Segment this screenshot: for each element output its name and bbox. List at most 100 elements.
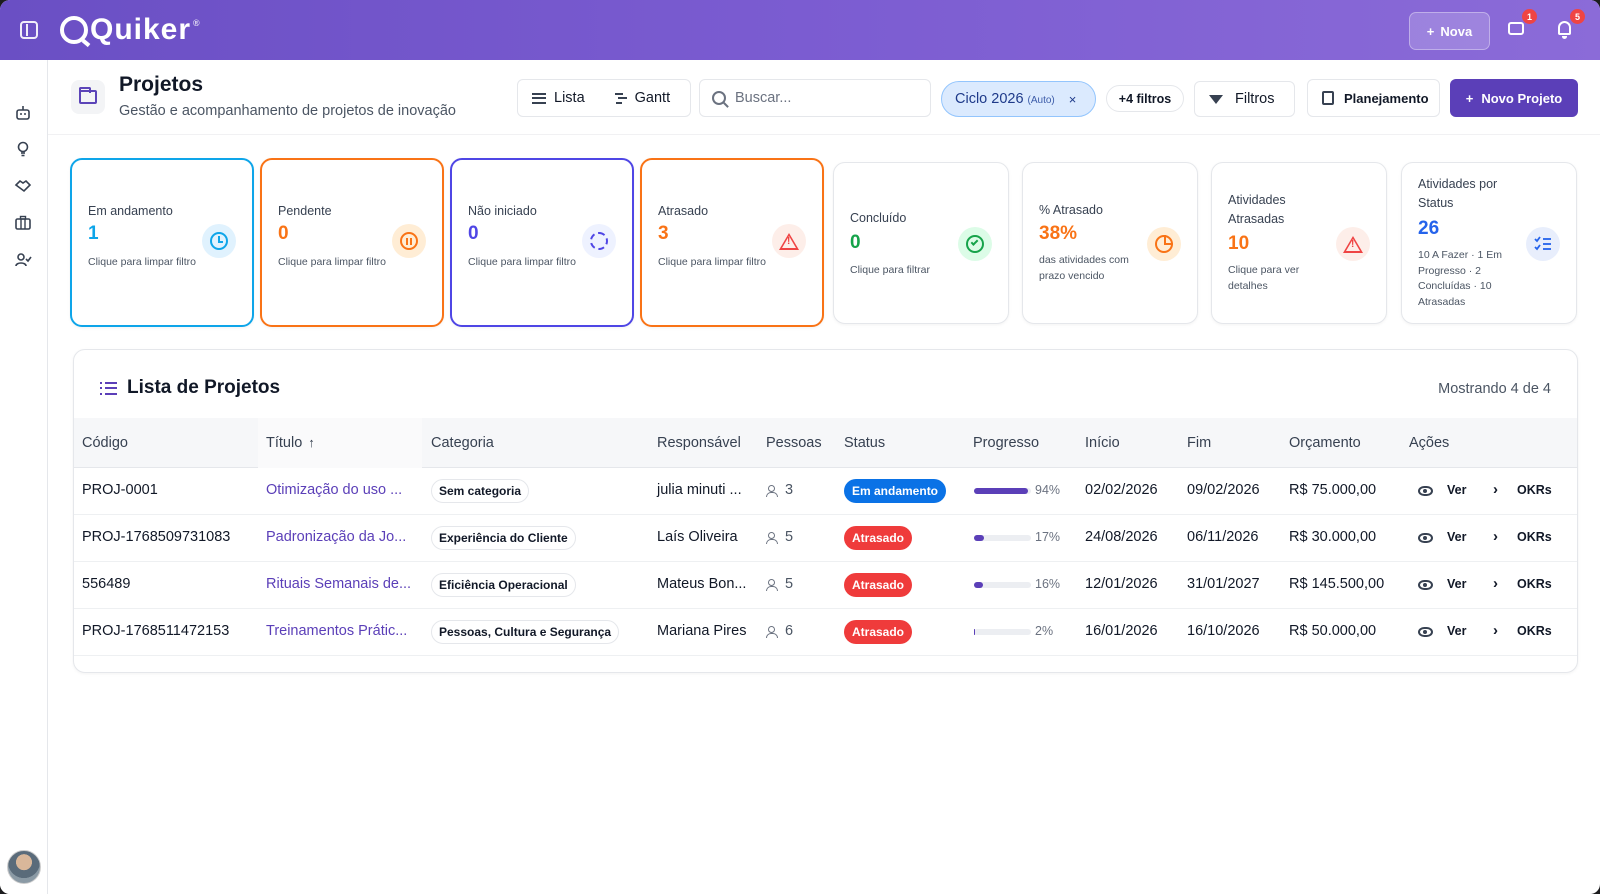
bell-icon[interactable]: 5 — [1553, 9, 1585, 42]
table-row[interactable] — [74, 562, 1577, 609]
cell-people: 5 — [766, 576, 793, 592]
cell-budget: R$ 145.500,00 — [1289, 576, 1385, 592]
table-row[interactable] — [74, 515, 1577, 562]
lightbulb-icon[interactable] — [14, 140, 32, 158]
view-gantt-button[interactable]: Gantt — [614, 90, 670, 106]
planning-button[interactable]: Planejamento — [1307, 79, 1440, 117]
card-completed[interactable]: Concluído 0 Clique para filtrar — [833, 162, 1009, 324]
okrs-action[interactable]: OKRs — [1517, 624, 1552, 638]
table-row[interactable] — [74, 468, 1577, 515]
status-badge: Atrasado — [844, 573, 913, 597]
cell-title-link[interactable]: Treinamentos Prátic... — [266, 623, 408, 639]
col-people[interactable]: Pessoas — [766, 435, 822, 451]
col-progress[interactable]: Progresso — [973, 435, 1040, 451]
progress-bar — [974, 488, 1031, 494]
sidebar-toggle-icon[interactable] — [20, 21, 38, 39]
view-action[interactable]: Ver — [1447, 530, 1467, 544]
briefcase-icon[interactable] — [14, 214, 32, 232]
cycle-filter-chip[interactable]: Ciclo 2026 (Auto) × — [941, 81, 1096, 117]
card-activities-by-status[interactable]: Atividades por Status 26 10 A Fazer · 1 … — [1401, 162, 1577, 324]
card-delayed-percent[interactable]: % Atrasado 38% das atividades com prazo … — [1022, 162, 1198, 324]
card-label: Atividades Atrasadas — [1228, 193, 1286, 226]
col-budget[interactable]: Orçamento — [1289, 435, 1361, 451]
cell-code: PROJ-1768509731083 — [82, 529, 231, 545]
view-action[interactable]: Ver — [1447, 624, 1467, 638]
cell-end-date: 09/02/2026 — [1187, 482, 1260, 498]
user-check-icon[interactable] — [14, 251, 32, 269]
col-title[interactable]: Título ↑ — [266, 435, 315, 451]
users-icon — [766, 625, 779, 638]
card-in-progress[interactable]: Em andamento 1 Clique para limpar filtro — [70, 158, 254, 327]
col-title-label: Título — [266, 435, 303, 451]
card-label: Em andamento — [88, 204, 173, 218]
table-row[interactable] — [74, 609, 1577, 656]
category-chip: Experiência do Cliente — [431, 526, 576, 550]
card-hint: Clique para limpar filtro — [468, 256, 576, 268]
progress-value: 94% — [1035, 483, 1061, 497]
card-value: 3 — [658, 223, 669, 244]
col-owner[interactable]: Responsável — [657, 435, 741, 451]
robot-icon[interactable] — [14, 104, 32, 122]
user-avatar[interactable] — [7, 850, 41, 884]
gantt-icon — [614, 92, 627, 104]
cell-title-link[interactable]: Rituais Semanais de... — [266, 576, 412, 592]
chat-icon[interactable]: 1 — [1505, 9, 1537, 42]
okrs-action[interactable]: OKRs — [1517, 577, 1552, 591]
chevron-right-icon[interactable]: › — [1493, 481, 1498, 498]
eye-icon[interactable] — [1418, 627, 1433, 637]
card-label: Concluído — [850, 211, 907, 225]
col-status[interactable]: Status — [844, 435, 886, 451]
users-icon — [766, 578, 779, 591]
okrs-action[interactable]: OKRs — [1517, 530, 1552, 544]
people-count: 5 — [785, 529, 794, 545]
list-icon — [532, 92, 546, 104]
col-start[interactable]: Início — [1085, 435, 1120, 451]
card-pending[interactable]: Pendente 0 Clique para limpar filtro — [260, 158, 444, 327]
card-label: Atrasado — [658, 204, 709, 218]
cell-title-link[interactable]: Padronização da Jo... — [266, 529, 407, 545]
new-project-button[interactable]: + Novo Projeto — [1450, 79, 1578, 117]
view-action[interactable]: Ver — [1447, 483, 1467, 497]
chevron-right-icon[interactable]: › — [1493, 575, 1498, 592]
filters-button-label: Filtros — [1235, 91, 1275, 107]
okrs-action[interactable]: OKRs — [1517, 483, 1552, 497]
eye-icon[interactable] — [1418, 533, 1433, 543]
cell-end-date: 31/01/2027 — [1187, 576, 1260, 592]
card-hint: 10 A Fazer · 1 Em Progresso · 2 Concluíd… — [1418, 249, 1503, 308]
brand-logo[interactable]: Quiker ® — [60, 13, 201, 47]
extra-filters-chip[interactable]: +4 filtros — [1106, 85, 1184, 112]
card-delayed-activities[interactable]: Atividades Atrasadas 10 Clique para ver … — [1211, 162, 1387, 324]
close-icon[interactable]: × — [1068, 91, 1077, 107]
card-delayed[interactable]: Atrasado 3 Clique para limpar filtro — [640, 158, 824, 327]
col-code[interactable]: Código — [82, 435, 128, 451]
search-input[interactable]: Buscar... — [699, 79, 931, 117]
card-hint: Clique para limpar filtro — [278, 256, 386, 268]
cell-start-date: 02/02/2026 — [1085, 482, 1158, 498]
filters-button[interactable]: Filtros — [1194, 81, 1295, 117]
card-hint: Clique para ver detalhes — [1228, 264, 1300, 292]
col-category[interactable]: Categoria — [431, 435, 494, 451]
progress-bar — [974, 535, 1031, 541]
col-end[interactable]: Fim — [1187, 435, 1212, 451]
view-toggle: Lista Gantt — [517, 79, 691, 117]
new-button[interactable]: + Nova — [1409, 12, 1490, 50]
warning-icon — [772, 224, 806, 258]
list-icon — [100, 381, 117, 395]
cell-start-date: 24/08/2026 — [1085, 529, 1158, 545]
new-project-label: Novo Projeto — [1481, 90, 1563, 106]
view-action[interactable]: Ver — [1447, 577, 1467, 591]
cell-title-link[interactable]: Otimização do uso ... — [266, 482, 403, 498]
card-hint: Clique para limpar filtro — [88, 256, 196, 268]
eye-icon[interactable] — [1418, 580, 1433, 590]
handshake-icon[interactable] — [14, 177, 32, 195]
card-value: 1 — [88, 223, 99, 244]
chevron-right-icon[interactable]: › — [1493, 622, 1498, 639]
chevron-right-icon[interactable]: › — [1493, 528, 1498, 545]
view-list-button[interactable]: Lista — [532, 90, 585, 106]
col-actions: Ações — [1409, 435, 1450, 451]
card-not-started[interactable]: Não iniciado 0 Clique para limpar filtro — [450, 158, 634, 327]
category-chip: Eficiência Operacional — [431, 573, 576, 597]
eye-icon[interactable] — [1418, 486, 1433, 496]
warning-icon — [1336, 227, 1370, 261]
progress-bar — [974, 582, 1031, 588]
